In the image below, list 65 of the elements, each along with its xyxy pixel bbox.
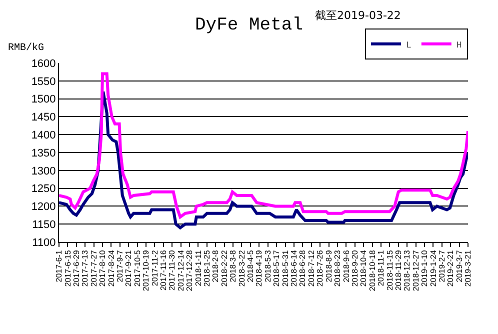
x-tick-label: 2019-2-21 — [446, 250, 456, 287]
x-tick-label: 2019-2-7 — [437, 250, 446, 282]
x-tick-label: 2018-10-4 — [359, 250, 368, 287]
x-tick-label: 2018-5-3 — [263, 250, 272, 282]
x-tick-label: 2019-1-10 — [420, 250, 430, 287]
y-tick-label: 1500 — [31, 94, 56, 106]
x-tick-label: 2018-6-14 — [290, 250, 299, 287]
y-tick-label: 1100 — [32, 236, 56, 249]
x-tick-label: 2018-9-6 — [342, 250, 351, 282]
x-tick-label: 2018-11-29 — [394, 250, 403, 291]
x-tick-label: 2018-10-18 — [368, 250, 377, 292]
legend-label: H — [456, 40, 462, 50]
x-tick-label: 2017-7-13 — [80, 250, 90, 287]
y-tick-label: 1600 — [31, 58, 56, 70]
x-tick-label: 2019-3-21 — [464, 250, 473, 287]
y-tick-label: 1400 — [31, 129, 56, 142]
x-tick-label: 2018-11-15 — [385, 250, 394, 291]
y-tick-label: 1550 — [31, 76, 56, 88]
x-tick-label: 2018-12-13 — [402, 250, 412, 292]
x-tick-label: 2017-10-19 — [142, 250, 151, 292]
x-tick-label: 2018-6-28 — [298, 250, 308, 287]
x-tick-label: 2017-11-2 — [150, 250, 160, 286]
y-tick-label: 1200 — [31, 201, 56, 214]
x-tick-label: 2018-2-22 — [220, 250, 229, 287]
x-tick-label: 2017-12-14 — [176, 250, 186, 292]
x-tick-label: 2019-1-24 — [428, 250, 438, 287]
x-tick-label: 2017-9-7 — [116, 250, 125, 282]
x-tick-label: 2018-9-20 — [350, 250, 360, 287]
x-tick-label: 2017-11-30 — [168, 250, 177, 291]
x-tick-label: 2018-8-23 — [333, 250, 342, 287]
y-tick-label: 1350 — [31, 147, 56, 160]
y-axis-title: RMB/kG — [8, 42, 44, 54]
y-tick-label: 1250 — [31, 183, 56, 196]
x-tick-label: 2018-7-26 — [316, 250, 325, 287]
chart-subtitle: 截至2019-03-22 — [315, 9, 401, 22]
line-series — [59, 72, 468, 218]
x-tick-label: 2018-8-9 — [324, 250, 334, 282]
x-tick-label: 2018-7-12 — [306, 250, 316, 287]
x-tick-label: 2017-12-28 — [185, 250, 194, 292]
x-tick-label: 2018-3-8 — [228, 250, 238, 282]
chart-title: DyFe Metal — [194, 15, 304, 36]
x-tick-label: 2018-4-5 — [246, 250, 256, 282]
x-tick-label: 2019-3-7 — [454, 250, 464, 282]
x-tick-label: 2017-6-29 — [72, 250, 81, 287]
x-tick-label: 2018-5-31 — [280, 250, 290, 287]
x-tick-label: 2017-10-5 — [132, 250, 142, 287]
y-tick-label: 1300 — [31, 165, 56, 178]
x-tick-label: 2018-2-8 — [211, 250, 220, 282]
x-tick-label: 2018-1-25 — [202, 250, 212, 287]
x-tick-label: 2017-11-16 — [159, 250, 168, 291]
x-tick-label: 2018-11-1 — [376, 250, 386, 286]
x-tick-label: 2017-6-15 — [63, 250, 72, 287]
x-tick-label: 2017-8-24 — [106, 250, 116, 287]
x-tick-label: 2017-7-27 — [89, 250, 98, 287]
y-tick-label: 1150 — [32, 218, 56, 231]
x-tick-label: 2018-12-27 — [411, 250, 420, 292]
x-tick-label: 2018-3-22 — [237, 250, 246, 287]
legend-label: L — [406, 40, 412, 50]
x-tick-label: 2017-9-21 — [124, 250, 134, 287]
x-tick-label: 2017-6-1 — [54, 250, 64, 282]
x-tick-label: 2018-5-17 — [272, 250, 282, 287]
y-tick-label: 1450 — [31, 112, 56, 124]
x-tick-label: 2017-8-10 — [98, 250, 108, 287]
x-tick-label: 2018-4-19 — [254, 250, 264, 287]
x-tick-label: 2018-1-11 — [194, 250, 203, 286]
